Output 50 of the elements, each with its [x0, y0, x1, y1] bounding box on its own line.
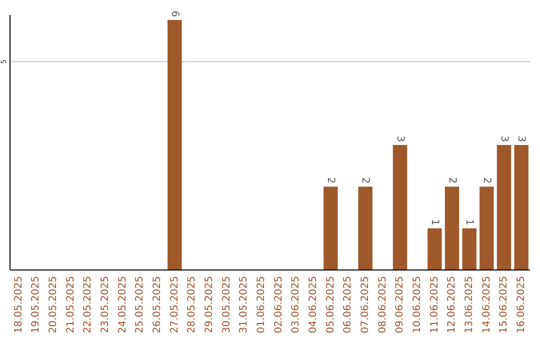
bar: [514, 145, 528, 270]
x-tick-label: 23.05.2025: [100, 276, 112, 334]
data-label: 2: [480, 177, 492, 184]
x-tick-label: 09.06.2025: [394, 276, 406, 334]
x-tick-label: 07.06.2025: [360, 276, 372, 334]
x-tick-label: 18.05.2025: [13, 276, 24, 334]
bar: [462, 228, 476, 270]
x-tick-label: 28.05.2025: [186, 276, 198, 334]
data-label: 2: [446, 177, 458, 184]
data-label: 3: [516, 136, 527, 142]
x-tick-label: 04.06.2025: [308, 276, 320, 334]
bar: [358, 186, 372, 270]
x-tick-label: 03.06.2025: [290, 276, 302, 334]
x-tick-label: 21.05.2025: [65, 276, 76, 334]
data-label: 1: [428, 218, 440, 226]
bar: [324, 186, 338, 270]
x-tick-label: 12.06.2025: [446, 276, 458, 334]
bar: [392, 145, 408, 270]
x-tick-label: 16.06.2025: [516, 276, 528, 334]
data-label: 3: [394, 136, 406, 142]
x-tick-label: 10.06.2025: [412, 276, 424, 334]
x-tick-label: 15.06.2025: [498, 276, 510, 334]
x-tick-label: 27.05.2025: [169, 276, 180, 334]
data-label: 2: [360, 177, 371, 184]
x-tick-label: 11.06.2025: [429, 276, 440, 334]
bar: [480, 186, 494, 270]
x-tick-label: 19.05.2025: [30, 276, 42, 334]
data-label: 3: [498, 136, 510, 142]
data-label: 6: [168, 10, 180, 17]
x-tick-label: 30.05.2025: [221, 276, 232, 334]
bar: [496, 145, 512, 270]
x-tick-label: 26.05.2025: [152, 276, 164, 334]
x-tick-label: 06.06.2025: [342, 276, 354, 334]
x-tick-label: 24.05.2025: [117, 276, 128, 334]
x-tick-label: 25.05.2025: [134, 276, 146, 334]
x-tick-label: 14.06.2025: [481, 276, 492, 334]
x-tick-label: 01.06.2025: [256, 276, 268, 334]
data-label: 1: [464, 218, 475, 226]
x-tick-label: 02.06.2025: [273, 276, 284, 334]
data-label: 2: [324, 177, 336, 184]
x-tick-label: 22.05.2025: [82, 276, 94, 334]
bar: [428, 228, 442, 270]
x-tick-label: 20.05.2025: [48, 276, 60, 334]
bar: [444, 186, 460, 270]
x-tick-label: 13.06.2025: [464, 276, 476, 334]
x-tick-label: 29.05.2025: [204, 276, 216, 334]
x-tick-label: 08.06.2025: [377, 276, 388, 334]
x-tick-label: 31.05.2025: [238, 276, 250, 334]
x-tick-label: 05.06.2025: [325, 276, 336, 334]
bar: [168, 20, 182, 270]
